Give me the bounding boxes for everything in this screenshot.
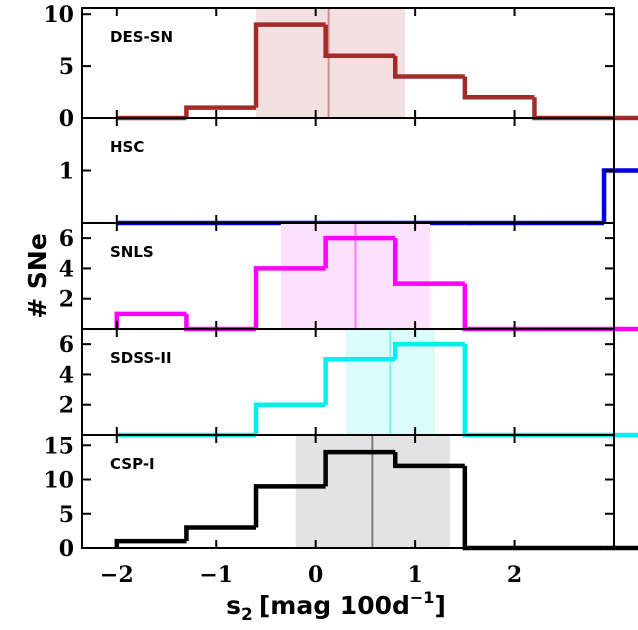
- bar-des-sn-5: [462, 76, 535, 100]
- y-tick-label-sdss-ii-0: 2: [59, 393, 74, 419]
- bar-snls-2: [253, 266, 326, 329]
- panel-hsc: 1 HSC: [59, 117, 638, 226]
- y-tick-label-snls-1: 4: [59, 256, 74, 282]
- bar-snls-1: [184, 313, 257, 332]
- panel-frame-hsc: [81, 117, 615, 224]
- y-axis-title: # SNe: [23, 233, 52, 319]
- bar-des-sn-3: [323, 24, 396, 58]
- x-axis-title: s2 [mag 100d−1]: [226, 588, 446, 625]
- bar-csp-i-2: [253, 484, 326, 528]
- x-axis-title-subscript: 2: [241, 605, 253, 625]
- bar-snls-0: [114, 311, 187, 329]
- panel-label-snls: SNLS: [110, 243, 154, 261]
- bar-hsc-7: [601, 168, 638, 223]
- y-tick-label-hsc-0: 1: [59, 159, 74, 185]
- panel-csp-i: 0 5 10 15 CSP-I: [43, 433, 638, 562]
- x-tick-label-3: 1: [407, 562, 422, 588]
- x-axis-title-superscript: −1: [410, 588, 435, 607]
- panel-frame-csp-i: [81, 434, 615, 549]
- panels-group: 0 5 10 DES-SN 1 HSC 2 4 6 SNLS 2 4 6 SDSS-II 0 5 10 15 CSP…: [43, 2, 638, 562]
- bar-des-sn-4: [392, 55, 465, 79]
- y-tick-label-snls-2: 6: [59, 226, 74, 252]
- bar-sdss-ii-5: [462, 344, 535, 438]
- bar-csp-i-5: [462, 465, 535, 551]
- band-snls: [280, 223, 431, 329]
- bar-csp-i-3: [323, 449, 396, 487]
- panel-label-sdss-ii: SDSS-II: [110, 349, 172, 367]
- bar-csp-i-4: [392, 452, 465, 469]
- panel-label-csp-i: CSP-I: [110, 455, 155, 473]
- y-tick-label-des-sn-2: 10: [43, 2, 74, 28]
- panel-label-hsc: HSC: [110, 138, 144, 156]
- bar-sdss-ii-3: [323, 357, 396, 405]
- y-tick-label-snls-0: 2: [59, 287, 74, 313]
- y-tick-label-csp-i-0: 0: [59, 536, 74, 562]
- bar-snls-4: [392, 238, 465, 286]
- bar-sdss-ii-4: [392, 341, 465, 360]
- bar-des-sn-1: [184, 105, 257, 118]
- panel-label-des-sn: DES-SN: [110, 28, 173, 46]
- bar-des-sn-2: [253, 22, 326, 108]
- x-tick-label-4: 2: [507, 562, 522, 588]
- bar-snls-3: [323, 235, 396, 269]
- y-tick-label-csp-i-3: 15: [43, 433, 74, 459]
- y-tick-label-des-sn-1: 5: [59, 54, 74, 80]
- x-axis: −2 −1 0 1 2: [100, 562, 522, 588]
- band-sdss-ii: [345, 329, 436, 435]
- x-tick-label-1: −1: [199, 562, 233, 588]
- y-tick-label-csp-i-2: 10: [43, 468, 74, 494]
- panel-des-sn: 0 5 10 DES-SN: [43, 2, 638, 132]
- y-tick-label-csp-i-1: 5: [59, 502, 74, 528]
- bar-sdss-ii-2: [253, 402, 326, 435]
- x-axis-title-close: ]: [434, 591, 445, 620]
- bar-csp-i-1: [184, 525, 257, 542]
- x-axis-title-main: s: [226, 591, 241, 620]
- x-axis-title-units: [mag 100d: [259, 591, 410, 620]
- y-tick-label-sdss-ii-1: 4: [59, 362, 74, 388]
- bar-csp-i-0: [114, 538, 187, 548]
- bar-snls-5: [462, 283, 535, 332]
- y-tick-label-des-sn-0: 0: [59, 106, 74, 132]
- bar-des-sn-6: [532, 97, 605, 121]
- y-tick-label-sdss-ii-2: 6: [59, 332, 74, 358]
- panel-snls: 2 4 6 SNLS: [59, 222, 638, 332]
- x-tick-label-2: 0: [308, 562, 323, 588]
- x-tick-label-0: −2: [100, 562, 134, 588]
- panel-sdss-ii: 2 4 6 SDSS-II: [59, 328, 638, 438]
